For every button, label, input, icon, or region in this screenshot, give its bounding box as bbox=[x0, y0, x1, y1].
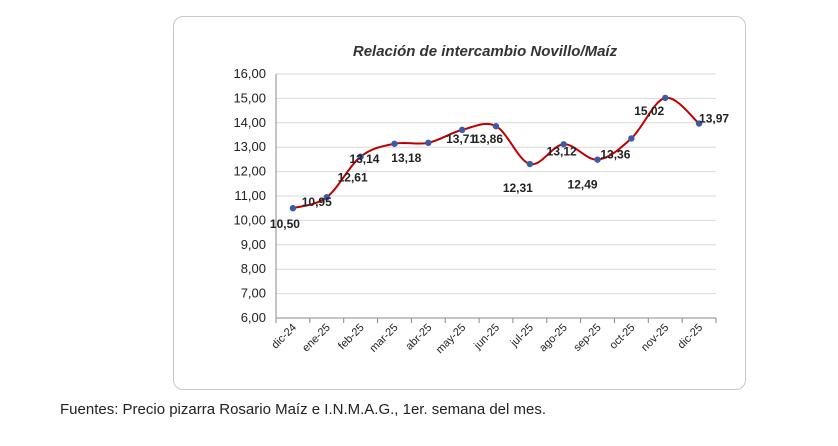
data-point-nov-25 bbox=[662, 94, 669, 102]
data-label-nov-25: 15,02 bbox=[634, 104, 664, 118]
x-tick-label-abr-25: abr-25 bbox=[403, 322, 434, 353]
data-label-ago-25: 13,12 bbox=[547, 144, 577, 158]
x-tick-label-oct-25: oct-25 bbox=[607, 322, 637, 352]
y-tick-label-10: 16,00 bbox=[233, 66, 266, 81]
data-label-sep-25: 12,49 bbox=[568, 178, 598, 192]
x-tick-label-nov-25: nov-25 bbox=[639, 322, 671, 354]
x-tick-label-feb-25: feb-25 bbox=[336, 322, 367, 353]
x-tick-label-sep-25: sep-25 bbox=[571, 322, 603, 354]
y-tick-label-8: 14,00 bbox=[233, 115, 266, 130]
data-point-sep-25 bbox=[594, 156, 601, 163]
x-tick-label-ene-25: ene-25 bbox=[300, 322, 333, 355]
x-tick-label-mar-25: mar-25 bbox=[367, 322, 400, 355]
chart-title: Relación de intercambio Novillo/Maíz bbox=[353, 43, 618, 60]
y-tick-label-0: 6,00 bbox=[241, 310, 266, 325]
data-point-dic-24 bbox=[289, 205, 297, 212]
data-label-oct-25: 13,36 bbox=[600, 147, 630, 161]
x-tick-label-dic-25: dic-25 bbox=[676, 322, 706, 352]
data-point-ene-25 bbox=[323, 194, 330, 201]
data-point-feb-25 bbox=[357, 153, 364, 160]
x-tick-label-may-25: may-25 bbox=[434, 322, 468, 356]
data-point-abr-25 bbox=[425, 139, 432, 147]
data-label-may-25: 13,71 bbox=[446, 132, 476, 146]
data-point-jun-25 bbox=[492, 123, 500, 130]
data-point-oct-25 bbox=[628, 135, 635, 142]
y-tick-label-2: 8,00 bbox=[241, 261, 266, 276]
data-point-ago-25 bbox=[560, 141, 567, 148]
data-point-mar-25 bbox=[391, 140, 398, 147]
x-tick-label-jun-25: jun-25 bbox=[471, 322, 502, 353]
y-tick-label-6: 12,00 bbox=[233, 164, 266, 179]
y-tick-label-9: 15,00 bbox=[233, 90, 266, 105]
data-label-jul-25: 12,31 bbox=[503, 181, 533, 195]
data-point-dic-25 bbox=[695, 120, 703, 127]
data-label-dic-25: 13,97 bbox=[699, 112, 729, 126]
x-tick-label-jul-25: jul-25 bbox=[508, 322, 536, 350]
y-tick-label-5: 11,00 bbox=[234, 188, 266, 203]
data-label-abr-25: 13,18 bbox=[391, 151, 421, 165]
data-label-ene-25: 10,95 bbox=[302, 195, 332, 209]
y-axis-ticks: 6,00 7,00 8,00 9,00 10,00 11,00 12,00 13,00 14,0… bbox=[233, 66, 266, 325]
data-point-jul-25 bbox=[526, 160, 534, 168]
source-note: Fuentes: Precio pizarra Rosario Maíz e I… bbox=[60, 401, 547, 418]
x-tick-label-ago-25: ago-25 bbox=[537, 322, 570, 355]
y-tick-label-3: 9,00 bbox=[241, 237, 266, 252]
y-tick-label-4: 10,00 bbox=[233, 212, 266, 227]
x-tick-label-dic-24: dic-24 bbox=[269, 322, 299, 352]
data-label-mar-25: 13,14 bbox=[349, 152, 379, 166]
axes bbox=[275, 74, 716, 319]
y-tick-label-1: 7,00 bbox=[241, 286, 266, 301]
data-point-may-25 bbox=[458, 126, 466, 134]
y-tick-label-7: 13,00 bbox=[233, 139, 266, 154]
data-label-dic-24: 10,50 bbox=[270, 217, 300, 231]
data-label-feb-25: 12,61 bbox=[338, 171, 368, 185]
x-axis-ticks: dic-24 ene-25 feb-25 mar-25 abr-25 may-25 jun-… bbox=[269, 318, 717, 356]
chart-frame bbox=[173, 16, 746, 390]
data-label-jun-25: 13,86 bbox=[473, 132, 503, 146]
series-points bbox=[289, 94, 703, 212]
